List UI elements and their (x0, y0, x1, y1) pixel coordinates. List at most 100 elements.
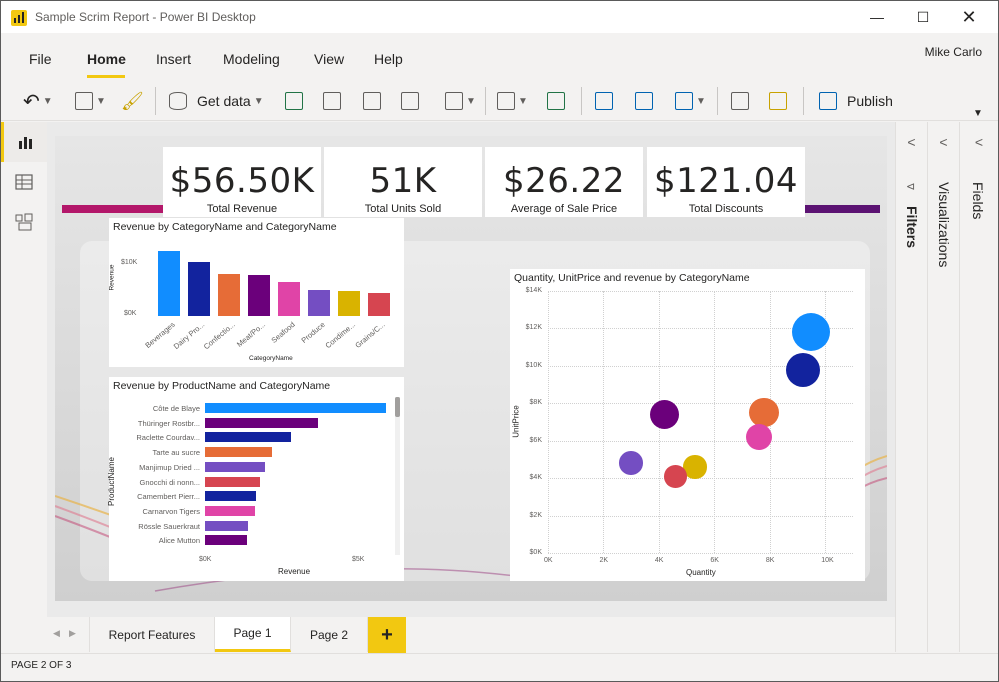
scrollbar[interactable] (395, 397, 400, 555)
chevron-down-icon: ▼ (466, 95, 476, 107)
tab-report-features[interactable]: Report Features (89, 617, 215, 652)
gridline (548, 515, 853, 517)
kpi-card-total-discounts[interactable]: $121.04 Total Discounts (647, 147, 805, 217)
dataflow-button[interactable] (363, 89, 381, 113)
report-view-button[interactable] (1, 122, 47, 162)
bubble[interactable] (683, 455, 707, 479)
quick-measure-button[interactable] (769, 89, 787, 113)
bar[interactable] (158, 250, 180, 316)
new-visual-button[interactable] (595, 89, 613, 113)
bar[interactable] (248, 274, 270, 316)
chevron-left-icon[interactable]: < (907, 134, 916, 150)
text-box-button[interactable] (635, 89, 653, 113)
bubble[interactable] (649, 399, 680, 430)
menu-view[interactable]: View (314, 51, 345, 67)
kpi-label: Average of Sale Price (510, 203, 618, 215)
publish-button[interactable]: Publish (819, 89, 893, 113)
bar[interactable] (205, 505, 255, 516)
filters-pane[interactable]: < ⊲ Filters (895, 122, 927, 652)
gridline (548, 291, 853, 292)
quantity-unitprice-scatter-chart[interactable]: Quantity, UnitPrice and revenue by Categ… (510, 269, 865, 581)
bar[interactable] (338, 291, 360, 316)
refresh-button[interactable] (547, 89, 565, 113)
ribbon: ↶ ▼ ▼ 🖌 Get data ▼ ▼ ▼ ▼ (1, 81, 998, 121)
fields-pane[interactable]: < Fields (959, 122, 998, 652)
bar[interactable] (278, 282, 300, 316)
tab-page-2[interactable]: Page 2 (291, 617, 368, 652)
bubble[interactable] (749, 397, 780, 428)
kpi-card-total-revenue[interactable]: $56.50K Total Revenue (163, 147, 321, 217)
title-bar: Sample Scrim Report - Power BI Desktop —… (1, 1, 998, 33)
get-data-button[interactable]: Get data ▼ (169, 89, 264, 113)
y-tick-label: Thüringer Rostbr... (137, 418, 200, 428)
bubble[interactable] (792, 313, 831, 352)
bar[interactable] (218, 273, 240, 316)
bar[interactable] (205, 417, 319, 428)
kpi-label: Total Revenue (206, 203, 278, 215)
bar[interactable] (205, 461, 265, 472)
paste-button[interactable]: ▼ (75, 89, 106, 113)
menu-modeling[interactable]: Modeling (223, 51, 280, 67)
dataset-icon (323, 92, 341, 110)
new-measure-button[interactable] (731, 89, 749, 113)
menu-home[interactable]: Home (87, 51, 126, 67)
gridline (548, 365, 853, 367)
data-view-button[interactable] (1, 162, 47, 202)
tab-scroll-left-icon[interactable]: ◀ (53, 628, 60, 638)
close-icon[interactable]: ✕ (961, 7, 977, 27)
y-tick-label: $12K (525, 324, 542, 332)
kpi-value: $56.50K (169, 161, 315, 201)
y-tick-label: Tarte au sucre (152, 448, 200, 458)
y-tick-label: $0K (124, 310, 137, 317)
menu-file[interactable]: File (29, 51, 52, 67)
menu-insert[interactable]: Insert (156, 51, 192, 67)
revenue-by-product-chart[interactable]: Revenue by ProductName and CategoryName … (107, 377, 404, 581)
x-tick-label: Grains/C... (353, 320, 387, 350)
bar[interactable] (205, 403, 386, 413)
bar[interactable] (368, 292, 390, 316)
bar[interactable] (308, 289, 330, 316)
y-tick-label: $2K (529, 511, 542, 519)
revenue-by-category-chart[interactable]: Revenue by CategoryName and CategoryName… (109, 218, 404, 367)
bubble[interactable] (664, 464, 687, 488)
maximize-icon[interactable]: ☐ (916, 9, 930, 25)
x-tick-label: Beverages (143, 320, 177, 350)
kpi-card-total-units-sold[interactable]: 51K Total Units Sold (324, 147, 482, 217)
bar[interactable] (205, 520, 248, 531)
bar[interactable] (205, 476, 261, 487)
chevron-left-icon[interactable]: < (939, 134, 948, 150)
bar[interactable] (205, 432, 291, 443)
transform-data-button[interactable]: ▼ (497, 89, 528, 113)
bar[interactable] (205, 447, 273, 458)
scrollbar-thumb[interactable] (395, 397, 400, 417)
format-painter-button[interactable]: 🖌 (121, 89, 144, 113)
bar[interactable] (205, 535, 248, 546)
bubble[interactable] (619, 451, 643, 475)
excel-button[interactable] (285, 89, 303, 113)
y-tick-label: Rössle Sauerkraut (138, 521, 200, 531)
bar[interactable] (188, 261, 210, 316)
bubble[interactable] (786, 352, 821, 387)
enter-data-button[interactable] (401, 89, 419, 113)
bubble[interactable] (745, 423, 772, 451)
tab-page-1[interactable]: Page 1 (215, 617, 291, 652)
page-indicator: PAGE 2 OF 3 (11, 660, 72, 671)
undo-button[interactable]: ↶ ▼ (23, 89, 53, 113)
chevron-down-icon: ▼ (696, 95, 706, 107)
more-visuals-button[interactable]: ▼ (675, 89, 706, 113)
menu-help[interactable]: Help (374, 51, 403, 67)
dataset-button[interactable] (323, 89, 341, 113)
bar[interactable] (205, 491, 256, 502)
minimize-icon[interactable]: — (870, 9, 884, 25)
kpi-card-average-sale-price[interactable]: $26.22 Average of Sale Price (485, 147, 643, 217)
chevron-left-icon[interactable]: < (974, 134, 984, 150)
model-view-button[interactable] (1, 202, 47, 242)
collapse-ribbon-icon[interactable]: ▼ (973, 107, 983, 119)
visualizations-pane[interactable]: < Visualizations (927, 122, 959, 652)
gridline (548, 328, 853, 330)
user-name[interactable]: Mike Carlo (924, 45, 982, 59)
recent-sources-button[interactable]: ▼ (445, 89, 476, 113)
add-page-button[interactable]: + (368, 617, 406, 653)
tab-scroll-right-icon[interactable]: ▶ (69, 628, 76, 638)
